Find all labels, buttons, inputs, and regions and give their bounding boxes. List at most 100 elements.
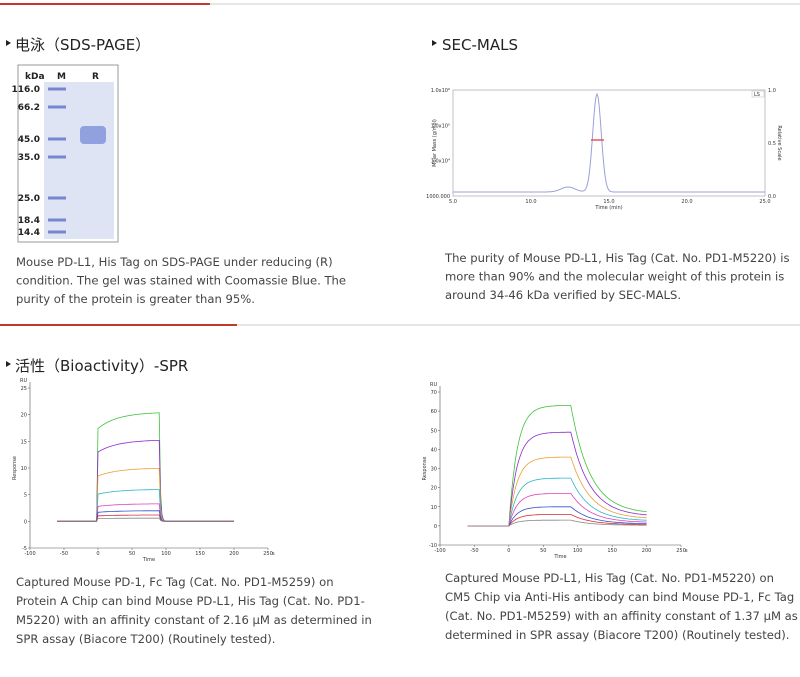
marker-band	[48, 218, 66, 222]
x-tick-label: 0	[507, 548, 510, 554]
y2-tick-label: 1.0	[768, 88, 776, 94]
x-axis-label: Time	[142, 557, 155, 563]
y-tick-label: 10	[21, 466, 27, 472]
plot-frame	[452, 89, 766, 197]
sensorgram	[467, 456, 647, 527]
y-axis-label: Response	[12, 456, 18, 480]
y-tick-label: 1000.000	[426, 194, 450, 200]
caption-line: SPR assay (Biacore T200) (Routinely test…	[16, 632, 275, 646]
y2-axis-label: Relative Scale	[776, 125, 782, 160]
section-title: SEC-MALS	[442, 36, 518, 54]
sample-band	[80, 126, 106, 144]
y-tick-label: 0	[24, 519, 27, 525]
y-tick-label: 10	[431, 505, 437, 511]
x-tick-label: 150	[195, 551, 205, 557]
lane-label: M	[57, 72, 66, 82]
marker-label: 14.4	[18, 228, 40, 238]
bullet	[6, 361, 11, 367]
x-tick-label: -100	[434, 548, 445, 554]
x-tick-label: 250	[263, 551, 273, 557]
x-tick-label: 50	[129, 551, 135, 557]
sensorgram	[467, 519, 647, 527]
marker-band	[48, 155, 66, 159]
x-tick-label: 15.0	[603, 199, 614, 205]
x-tick-label: 25.0	[759, 199, 770, 205]
lane-label: R	[92, 72, 99, 82]
sensorgram	[57, 439, 234, 522]
x-tick-label: 200	[229, 551, 239, 557]
y-tick-label: 50	[431, 428, 437, 434]
marker-band	[48, 105, 66, 109]
caption-line: Mouse PD-L1, His Tag on SDS-PAGE under r…	[16, 255, 333, 269]
x-tick-label: -100	[24, 551, 35, 557]
x-tick-label: 20.0	[681, 199, 692, 205]
y-unit: RU	[20, 378, 27, 384]
caption-line: around 34-46 kDa verified by SEC-MALS.	[445, 288, 681, 302]
caption-line: Protein A Chip can bind Mouse PD-L1, His…	[16, 594, 365, 608]
trace	[453, 92, 765, 193]
sensorgram	[57, 412, 234, 522]
sensorgram	[467, 477, 647, 527]
y-tick-label: 15	[21, 439, 27, 445]
sensorgram	[467, 405, 647, 527]
y-tick-label: -5	[22, 546, 27, 552]
caption-line: condition. The gel was stained with Coom…	[16, 274, 346, 288]
x-tick-label: 200	[642, 548, 652, 554]
caption-line: more than 90% and the molecular weight o…	[445, 270, 784, 284]
x-tick-label: 50	[540, 548, 546, 554]
legend-box	[751, 90, 765, 98]
x-unit: s	[685, 548, 688, 554]
y-tick-label: 70	[431, 390, 437, 396]
y-tick-label: 20	[21, 413, 27, 419]
x-axis-label: Time	[553, 554, 566, 560]
caption-line: determined in SPR assay (Biacore T200) (…	[445, 628, 789, 642]
sensorgram	[57, 503, 234, 522]
y-axis-label: Response	[422, 456, 428, 480]
y-tick-label: 0	[434, 524, 437, 530]
marker-label: 18.4	[18, 216, 40, 226]
y-tick-label: 30	[431, 467, 437, 473]
x-tick-label: 250	[676, 548, 686, 554]
bullet	[432, 40, 437, 46]
x-tick-label: -50	[60, 551, 68, 557]
section-title: 电泳（SDS-PAGE）	[15, 36, 150, 54]
caption-line: (Cat. No. PD1-M5259) with an affinity co…	[445, 609, 798, 623]
caption-line: CM5 Chip via Anti-His antibody can bind …	[445, 590, 794, 604]
x-tick-label: 150	[607, 548, 617, 554]
sensorgram	[57, 517, 234, 522]
y-tick-label: 60	[431, 409, 437, 415]
x-tick-label: -50	[470, 548, 478, 554]
sensorgram	[57, 468, 234, 522]
sensorgram	[57, 510, 234, 522]
marker-label: 45.0	[18, 135, 40, 145]
marker-label: 35.0	[18, 153, 40, 163]
y-tick-label: 1.0x10⁴	[431, 159, 450, 165]
x-unit: s	[272, 551, 275, 557]
y-tick-label: 25	[21, 386, 27, 392]
caption-line: Captured Mouse PD-L1, His Tag (Cat. No. …	[445, 571, 774, 585]
caption-line: purity of the protein is greater than 95…	[16, 292, 255, 306]
y-tick-label: 1.0x10⁶	[431, 88, 450, 94]
legend-label: LS	[754, 92, 760, 98]
y-tick-label: 1.0x10⁵	[431, 123, 450, 129]
caption-line: The purity of Mouse PD-L1, His Tag (Cat.…	[444, 251, 790, 265]
marker-band	[48, 87, 66, 91]
section-title: 活性（Bioactivity）-SPR	[15, 357, 188, 375]
y-tick-label: 5	[24, 493, 27, 499]
marker-label: 116.0	[12, 85, 40, 95]
y-tick-label: -10	[429, 543, 437, 549]
sensorgram	[57, 489, 234, 522]
y2-tick-label: 0.0	[768, 194, 776, 200]
caption-line: M5220) with an affinity constant of 2.16…	[16, 613, 372, 627]
x-axis-label: Time (min)	[594, 205, 622, 211]
x-tick-label: 100	[161, 551, 171, 557]
y-unit: RU	[430, 382, 437, 388]
gel-unit: kDa	[25, 72, 45, 82]
marker-band	[48, 196, 66, 200]
x-tick-label: 0	[96, 551, 99, 557]
y-tick-label: 20	[431, 486, 437, 492]
marker-band	[48, 230, 66, 234]
sensorgram	[467, 431, 647, 527]
x-tick-label: 5.0	[449, 199, 457, 205]
